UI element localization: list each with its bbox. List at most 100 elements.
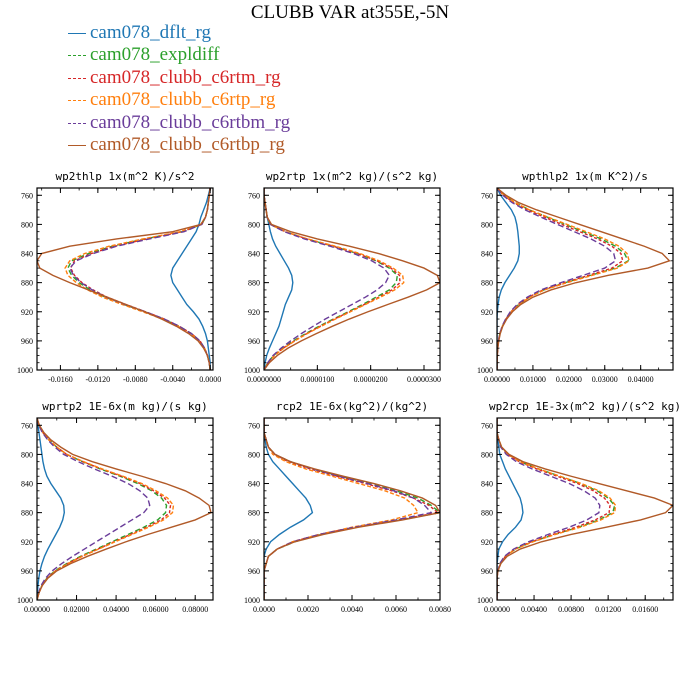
legend-swatch — [68, 100, 86, 102]
legend-label: cam078_clubb_c6rtm_rg — [90, 66, 281, 88]
y-tick-label: 840 — [21, 480, 33, 489]
series-line — [264, 418, 433, 600]
series-line — [497, 188, 631, 370]
x-tick-label: 0.0060 — [385, 605, 407, 614]
series-line — [497, 188, 624, 370]
x-tick-label: -0.0160 — [48, 375, 73, 384]
x-tick-label: 0.04000 — [628, 375, 654, 384]
x-tick-label: 0.0080 — [429, 605, 451, 614]
plot-frame — [36, 187, 214, 371]
legend-label: cam078_dflt_rg — [90, 22, 212, 43]
y-tick-label: 800 — [248, 220, 260, 229]
legend-label: cam078_clubb_c6rtp_rg — [90, 89, 276, 111]
series-line — [64, 188, 211, 370]
y-tick-label: 840 — [248, 250, 260, 259]
x-tick-label: 0.00000 — [24, 605, 50, 614]
y-tick-label: 800 — [21, 450, 33, 459]
chart-panel: wp2thlp 1x(m^2 K)/s^2 760 800 840 880 920 960 1… — [17, 170, 221, 384]
y-tick-label: 840 — [481, 480, 493, 489]
chart-panel: wpthlp2 1x(m K^2)/s 760 800 840 880 920 960 100… — [477, 170, 674, 384]
legend-label: cam078_clubb_c6rtbp_rg — [90, 133, 285, 155]
legend-swatch — [68, 77, 86, 79]
y-tick-label: 840 — [21, 250, 33, 259]
series-line — [497, 418, 616, 600]
x-tick-label: 0.02000 — [556, 375, 582, 384]
x-tick-label: -0.0040 — [160, 375, 185, 384]
chart-title: wp2rcp 1E-3x(m^2 kg)/(s^2 kg) — [489, 400, 681, 413]
page-title: CLUBB VAR at355E,-5N — [250, 2, 450, 23]
y-tick-label: 800 — [21, 220, 33, 229]
x-tick-label: 0.02000 — [64, 605, 90, 614]
series-line — [264, 188, 401, 370]
series-line — [37, 188, 211, 370]
y-tick-label: 760 — [248, 191, 260, 200]
legend-swatch — [68, 122, 86, 124]
y-tick-label: 760 — [21, 421, 33, 430]
x-tick-label: 0.0000100 — [300, 375, 334, 384]
series-line — [68, 188, 211, 370]
y-tick-label: 1000 — [17, 596, 33, 605]
series-line — [37, 418, 212, 600]
y-tick-label: 760 — [481, 421, 493, 430]
series-line — [37, 418, 168, 600]
legend-label: cam078_expldiff — [90, 44, 220, 66]
x-tick-label: 0.0000 — [253, 605, 275, 614]
y-tick-label: 880 — [248, 509, 260, 518]
x-tick-label: 0.00800 — [558, 605, 584, 614]
x-tick-label: 0.04000 — [103, 605, 129, 614]
series-line — [264, 188, 440, 370]
y-tick-label: 960 — [248, 337, 260, 346]
x-tick-label: 0.00000 — [484, 605, 510, 614]
x-tick-label: 0.0040 — [341, 605, 363, 614]
y-tick-label: 880 — [248, 279, 260, 288]
chart-title: wpthlp2 1x(m K^2)/s — [522, 170, 648, 183]
plot-frame — [36, 417, 214, 601]
series-line — [497, 418, 524, 600]
x-tick-label: 0.08000 — [182, 605, 208, 614]
series-line — [170, 188, 211, 370]
y-tick-label: 920 — [248, 308, 260, 317]
chart-panel: rcp2 1E-6x(kg^2)/(kg^2) 760 800 840 880 920 96… — [244, 400, 451, 614]
x-tick-label: 0.0000300 — [407, 375, 441, 384]
x-tick-label: 0.06000 — [143, 605, 169, 614]
y-tick-label: 960 — [248, 567, 260, 576]
series-line — [497, 418, 601, 600]
chart-panel: wprtp2 1E-6x(m kg)/(s kg) 760 800 840 880 920… — [17, 400, 214, 614]
chart-title: rcp2 1E-6x(kg^2)/(kg^2) — [276, 400, 428, 413]
y-tick-label: 960 — [481, 567, 493, 576]
y-tick-label: 1000 — [477, 366, 493, 375]
series-line — [497, 418, 611, 600]
y-tick-label: 960 — [21, 337, 33, 346]
y-tick-label: 920 — [21, 538, 33, 547]
x-tick-label: -0.0120 — [86, 375, 111, 384]
y-tick-label: 880 — [21, 509, 33, 518]
series-line — [497, 188, 671, 370]
chart-title: wprtp2 1E-6x(m kg)/(s kg) — [42, 400, 208, 413]
chart-panel: wp2rcp 1E-3x(m^2 kg)/(s^2 kg) 760 800 840 88… — [477, 400, 681, 614]
y-tick-label: 840 — [481, 250, 493, 259]
y-tick-label: 840 — [248, 480, 260, 489]
series-line — [37, 418, 151, 600]
x-tick-label: 0.0000200 — [354, 375, 388, 384]
chart-title: wp2thlp 1x(m^2 K)/s^2 — [55, 170, 194, 183]
legend-swatch — [68, 55, 86, 57]
legend-swatch — [68, 144, 86, 146]
plot-frame — [496, 417, 674, 601]
y-tick-label: 880 — [481, 279, 493, 288]
series-line — [264, 418, 440, 600]
series-line — [264, 188, 391, 370]
y-tick-label: 1000 — [17, 366, 33, 375]
x-tick-label: 0.01000 — [520, 375, 546, 384]
legend-label: cam078_clubb_c6rtbm_rg — [90, 111, 291, 133]
y-tick-label: 920 — [481, 308, 493, 317]
x-tick-label: 0.0020 — [297, 605, 319, 614]
series-line — [264, 418, 314, 600]
series-line — [264, 418, 440, 600]
series-line — [264, 418, 440, 600]
y-tick-label: 1000 — [477, 596, 493, 605]
x-tick-label: 0.00400 — [521, 605, 547, 614]
x-tick-label: 0.0000000 — [247, 375, 281, 384]
y-tick-label: 800 — [481, 450, 493, 459]
x-tick-label: 0.01600 — [632, 605, 658, 614]
